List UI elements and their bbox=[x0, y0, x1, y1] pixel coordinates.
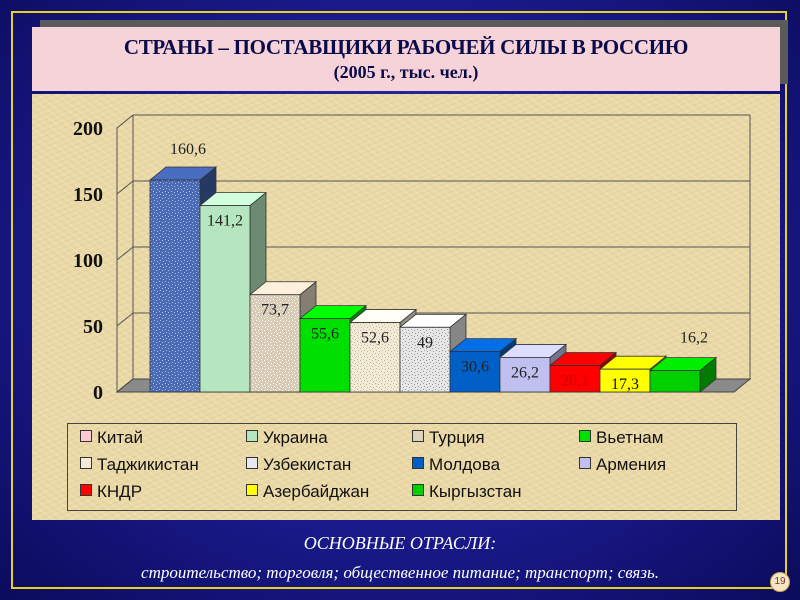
data-label: 17,3 bbox=[611, 376, 639, 393]
chart-subtitle: (2005 г., тыс. чел.) bbox=[333, 62, 479, 82]
y-tick-label: 150 bbox=[73, 184, 103, 206]
page-number: 19 bbox=[770, 572, 790, 592]
legend-label: Вьетнам bbox=[596, 428, 664, 447]
data-label: 16,2 bbox=[680, 330, 708, 347]
legend-label: Таджикистан bbox=[97, 455, 199, 474]
y-tick-label: 100 bbox=[73, 250, 103, 272]
legend-swatch bbox=[80, 457, 92, 469]
legend-label: Турция bbox=[429, 428, 485, 447]
legend-item: Китай bbox=[80, 428, 143, 448]
legend-label: Молдова bbox=[429, 455, 501, 474]
legend-item: Украина bbox=[246, 428, 328, 448]
legend-label: Армения bbox=[596, 455, 667, 474]
chart-legend: Китай Украина Турция Вьетнам Таджикистан Узбе… bbox=[67, 423, 737, 511]
y-tick-label: 200 bbox=[73, 118, 103, 140]
title-box: СТРАНЫ – ПОСТАВЩИКИ РАБОЧЕЙ СИЛЫ В РОССИ… bbox=[32, 27, 780, 91]
bar-КНДР bbox=[549, 365, 601, 393]
data-label: 141,2 bbox=[207, 213, 243, 230]
legend-label: Китай bbox=[97, 428, 143, 447]
legend-swatch bbox=[412, 457, 424, 469]
bar-Турция bbox=[249, 294, 301, 393]
legend-item: Таджикистан bbox=[80, 455, 199, 475]
bar-Вьетнам bbox=[299, 318, 351, 393]
data-label: 73,7 bbox=[261, 302, 289, 319]
y-tick-label: 50 bbox=[83, 316, 103, 338]
legend-swatch bbox=[246, 484, 258, 496]
data-label: 49 bbox=[417, 334, 433, 351]
legend-item: Азербайджан bbox=[246, 482, 369, 502]
legend-swatch bbox=[80, 430, 92, 442]
legend-label: Азербайджан bbox=[263, 482, 370, 501]
legend-label: КНДР bbox=[97, 482, 143, 501]
legend-label: Узбекистан bbox=[263, 455, 352, 474]
legend-item: Кыргызстан bbox=[412, 482, 522, 502]
legend-label: Кыргызстан bbox=[429, 482, 522, 501]
chart-title: СТРАНЫ – ПОСТАВЩИКИ РАБОЧЕЙ СИЛЫ В РОССИ… bbox=[123, 35, 689, 59]
bar-Молдова bbox=[449, 351, 501, 393]
gridline-side bbox=[116, 180, 134, 195]
legend-item: Вьетнам bbox=[579, 428, 663, 448]
legend-item: КНДР bbox=[80, 482, 142, 502]
legend-swatch bbox=[246, 457, 258, 469]
legend-swatch bbox=[412, 484, 424, 496]
data-label: 160,6 bbox=[170, 141, 206, 158]
gridline-side bbox=[116, 312, 134, 327]
data-label: 52,6 bbox=[361, 330, 389, 347]
bar-Украина bbox=[199, 205, 251, 393]
legend-swatch bbox=[80, 484, 92, 496]
legend-swatch bbox=[412, 430, 424, 442]
gridline-side bbox=[116, 114, 134, 129]
legend-item: Молдова bbox=[412, 455, 500, 475]
data-label: 20,1 bbox=[561, 372, 589, 389]
y-tick-label: 0 bbox=[93, 382, 103, 404]
slide-border bbox=[11, 11, 787, 589]
industries-heading: ОСНОВНЫЕ ОТРАСЛИ: bbox=[303, 533, 497, 553]
legend-item: Турция bbox=[412, 428, 485, 448]
data-label: 30,6 bbox=[461, 359, 489, 376]
chart-area: 0 50 100 150 200 160,6 141,2 73,7 55,6 52,6 49 30,6… bbox=[32, 94, 780, 520]
gridline-side bbox=[116, 246, 134, 261]
bar-Армения bbox=[499, 357, 551, 393]
legend-swatch bbox=[579, 457, 591, 469]
legend-label: Украина bbox=[263, 428, 328, 447]
bar-Китай bbox=[149, 179, 201, 393]
bar-Кыргызстан bbox=[649, 370, 701, 393]
legend-swatch bbox=[579, 430, 591, 442]
legend-swatch bbox=[246, 430, 258, 442]
data-label: 55,6 bbox=[311, 326, 339, 343]
data-label: 26,2 bbox=[511, 364, 539, 381]
bar-chart: 0 50 100 150 200 160,6 141,2 73,7 55,6 52,6 49 30,6… bbox=[73, 114, 752, 404]
legend-item: Узбекистан bbox=[246, 455, 351, 475]
legend-item: Армения bbox=[579, 455, 666, 475]
industries-list: строительство; торговля; общественное пи… bbox=[141, 563, 659, 582]
